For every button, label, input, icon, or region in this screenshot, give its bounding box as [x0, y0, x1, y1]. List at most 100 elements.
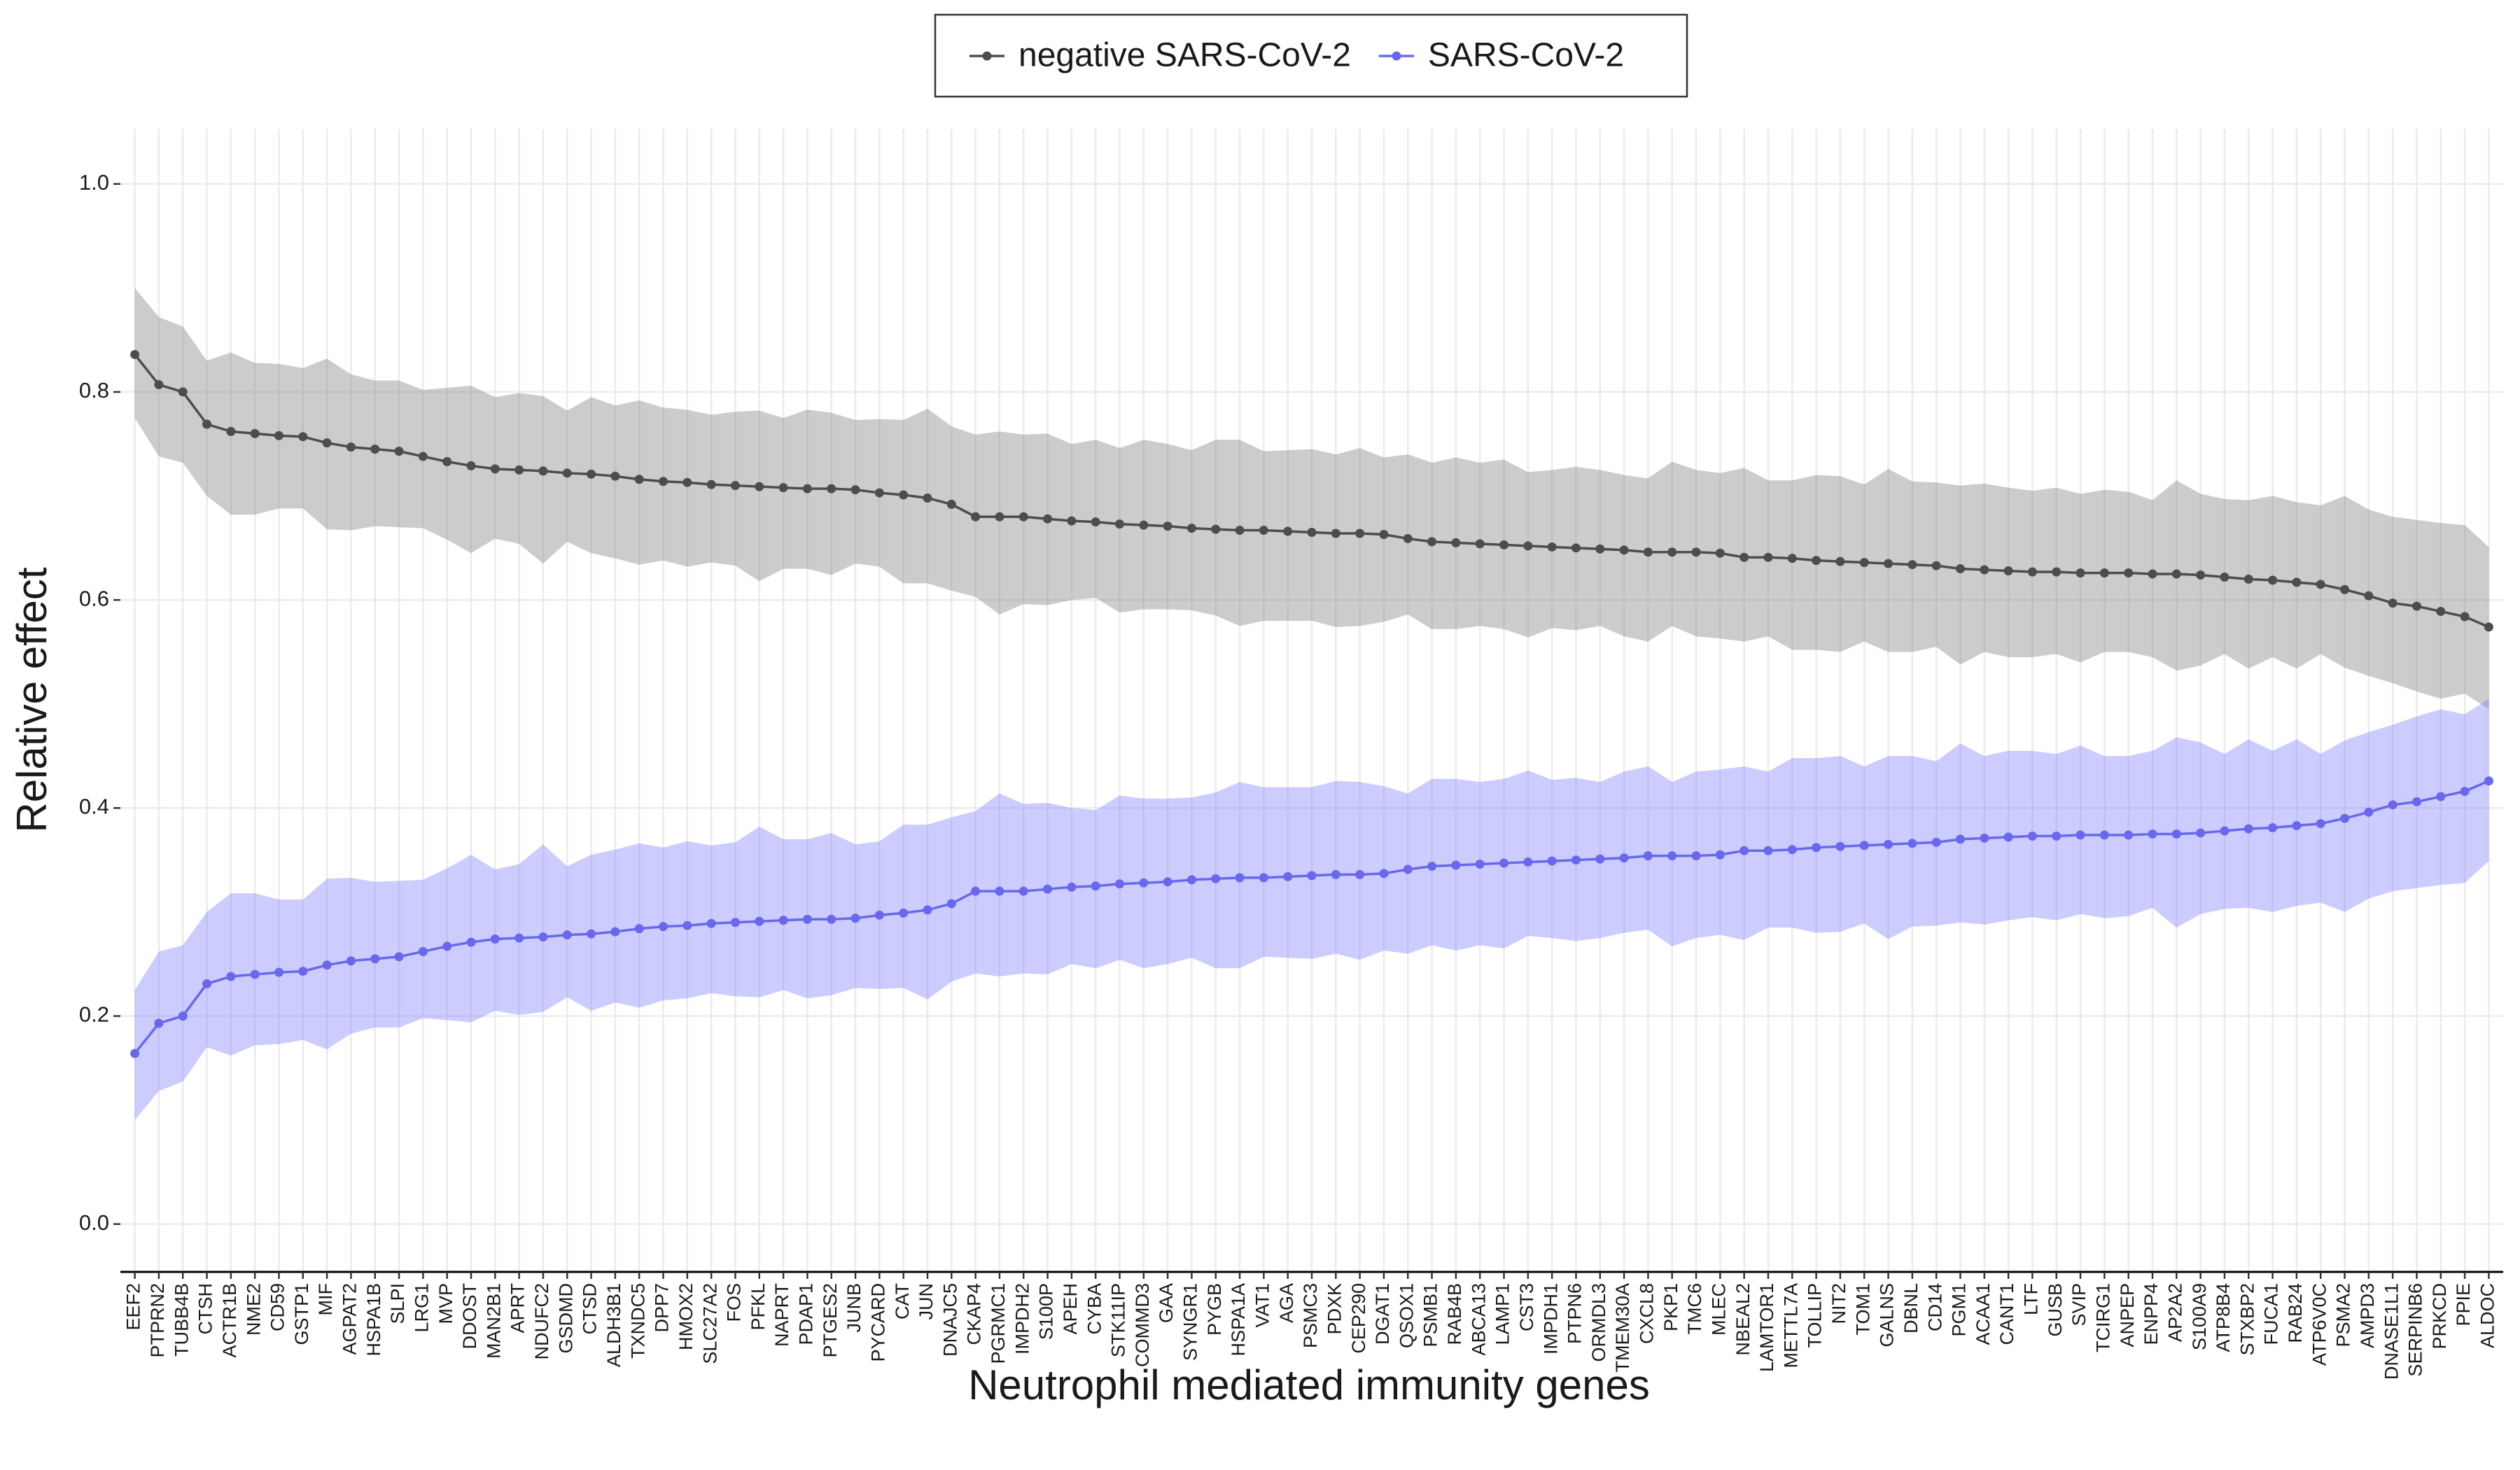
x-tick-label: HSPA1B — [363, 1283, 384, 1357]
x-tick-label: MAN2B1 — [483, 1283, 504, 1359]
x-tick-label: EEF2 — [123, 1283, 144, 1331]
x-tick-label: ACAA1 — [1973, 1283, 1994, 1345]
point — [1812, 556, 1821, 566]
x-tick-label: PRKCD — [2429, 1283, 2450, 1350]
x-tick-label: NME2 — [243, 1283, 264, 1336]
point — [322, 438, 332, 448]
point — [923, 493, 932, 503]
point — [610, 471, 620, 481]
point — [1980, 833, 1989, 843]
point — [178, 387, 188, 397]
point — [1186, 524, 1196, 533]
x-tick-label: PYGB — [1204, 1283, 1225, 1336]
point — [2268, 823, 2278, 833]
point — [1283, 526, 1293, 536]
x-tick-label: MVP — [435, 1283, 456, 1324]
point — [442, 941, 452, 951]
y-axis-title: Relative effect — [8, 567, 55, 832]
point — [1691, 851, 1701, 861]
x-axis-title: Neutrophil mediated immunity genes — [968, 1362, 1650, 1408]
point — [1667, 851, 1677, 861]
point — [1955, 564, 1965, 574]
point — [1427, 537, 1437, 547]
point — [1018, 512, 1028, 522]
legend-box — [934, 13, 1688, 98]
point — [1355, 869, 1365, 879]
point — [1859, 841, 1869, 850]
point — [850, 485, 860, 495]
point — [827, 484, 836, 493]
point — [1163, 877, 1172, 887]
point — [899, 490, 909, 500]
x-tick-label: FUCA1 — [2261, 1283, 2282, 1345]
x-tick-label: S100A9 — [2189, 1283, 2210, 1350]
point — [1595, 544, 1605, 554]
point — [370, 444, 380, 454]
x-tick-label: GUSB — [2045, 1283, 2066, 1337]
x-tick-label: PSMA2 — [2333, 1283, 2354, 1348]
point — [2003, 832, 2013, 842]
x-tick-label: LAMP1 — [1492, 1283, 1513, 1345]
point — [1955, 834, 1965, 844]
point — [1619, 545, 1629, 555]
point — [2099, 830, 2109, 840]
point — [2412, 797, 2421, 806]
point — [778, 483, 788, 493]
point — [154, 380, 164, 390]
point — [587, 469, 596, 479]
point — [2316, 819, 2325, 829]
point — [1523, 541, 1533, 551]
point — [2220, 826, 2230, 836]
point — [1451, 860, 1461, 870]
x-tick-label: CANT1 — [1996, 1283, 2017, 1345]
point — [298, 432, 308, 442]
point — [2340, 584, 2350, 594]
point — [346, 956, 356, 966]
point — [1018, 886, 1028, 896]
x-tick-label: LAMTOR1 — [1756, 1283, 1777, 1372]
point — [1763, 846, 1773, 855]
ribbon — [134, 288, 2489, 710]
point — [1547, 856, 1557, 866]
point — [995, 512, 1004, 522]
x-tick-label: ALDH3B1 — [603, 1283, 624, 1367]
point — [250, 969, 260, 979]
x-tick-label: DDOST — [459, 1283, 480, 1350]
x-tick-label: MLEC — [1708, 1283, 1729, 1336]
x-tick-label: DNASE1L1 — [2381, 1283, 2402, 1380]
point — [346, 442, 356, 452]
x-tick-label: GALNS — [1877, 1283, 1898, 1348]
x-tick-label: DNAJC5 — [939, 1283, 960, 1357]
point — [2292, 821, 2302, 831]
point — [706, 479, 716, 489]
point — [154, 1018, 164, 1028]
point — [2316, 580, 2325, 589]
x-tick-label: RAB4B — [1444, 1283, 1465, 1345]
point — [2171, 829, 2181, 839]
point — [1931, 837, 1941, 847]
point — [2052, 831, 2062, 841]
point — [1763, 552, 1773, 562]
x-tick-label: TOM1 — [1852, 1283, 1873, 1336]
x-tick-label: AGPAT2 — [340, 1283, 360, 1355]
point — [1835, 556, 1845, 566]
legend: negative SARS-CoV-2 SARS-CoV-2 — [934, 13, 1688, 98]
x-tick-label: LRG1 — [411, 1283, 432, 1333]
point — [2196, 828, 2206, 838]
point — [1571, 543, 1581, 553]
point — [178, 1011, 188, 1021]
x-tick-label: QSOX1 — [1396, 1283, 1417, 1348]
legend-label: SARS-CoV-2 — [1428, 37, 1624, 74]
x-tick-label: GAA — [1156, 1283, 1177, 1323]
point — [1571, 855, 1581, 865]
point — [1907, 560, 1917, 570]
point — [730, 918, 740, 927]
point — [1331, 869, 1340, 879]
point — [370, 954, 380, 964]
point — [1715, 548, 1725, 558]
point — [1715, 850, 1725, 860]
point — [899, 908, 909, 918]
x-tick-label: VAT1 — [1252, 1283, 1273, 1328]
point — [322, 960, 332, 970]
point — [2124, 568, 2134, 578]
